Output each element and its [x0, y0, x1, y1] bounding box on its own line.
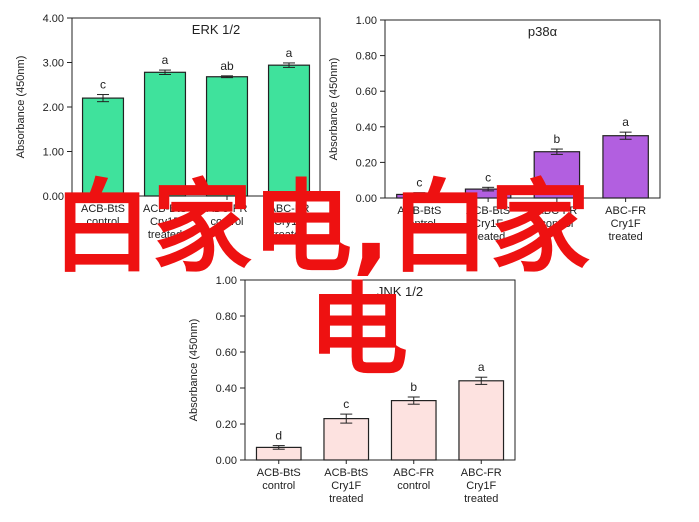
- x-tick-label: Cry1F: [473, 218, 503, 230]
- y-tick-label: 1.00: [43, 147, 64, 159]
- error-bar: [619, 131, 632, 140]
- y-tick-label: 3.00: [43, 58, 64, 70]
- error-bar: [97, 94, 109, 103]
- x-tick-label: ABC-FR: [207, 203, 248, 215]
- y-tick-label: 0.00: [43, 191, 64, 203]
- x-tick-label: treated: [609, 231, 643, 243]
- bar: [533, 151, 581, 199]
- error-bar: [221, 75, 233, 79]
- significance-letter: c: [343, 397, 349, 411]
- y-axis-label: Absorbance (450nm): [15, 56, 27, 159]
- bar: [267, 64, 311, 197]
- significance-letter: a: [478, 360, 485, 374]
- error-bar: [475, 376, 488, 385]
- x-tick-label: ABC-FR: [461, 467, 502, 479]
- x-tick-label: ABC-FR: [536, 205, 577, 217]
- y-tick-label: 0.40: [216, 383, 237, 395]
- significance-letter: d: [275, 429, 282, 443]
- bar: [390, 400, 437, 461]
- x-tick-label: ABC-FR: [605, 205, 646, 217]
- bar: [458, 380, 505, 461]
- x-tick-label: control: [86, 216, 119, 228]
- y-tick-label: 0.20: [356, 157, 377, 169]
- x-tick-label: ABC-FR: [393, 467, 434, 479]
- y-tick-label: 0.00: [356, 193, 377, 205]
- x-tick-label: control: [262, 480, 295, 492]
- y-tick-label: 0.40: [356, 122, 377, 134]
- error-bar: [159, 69, 171, 76]
- chart-title: ERK 1/2: [192, 22, 240, 37]
- bar: [143, 71, 187, 197]
- bar: [205, 76, 249, 197]
- error-bar: [482, 186, 495, 192]
- error-bar: [283, 62, 295, 68]
- x-tick-label: ACB-BtS: [324, 467, 368, 479]
- y-tick-label: 0.80: [356, 51, 377, 63]
- y-tick-label: 0.60: [356, 86, 377, 98]
- significance-letter: a: [162, 53, 169, 67]
- chart-title: JNK 1/2: [377, 284, 423, 299]
- bar: [323, 418, 370, 461]
- y-axis-label: Absorbance (450nm): [328, 58, 340, 161]
- x-tick-label: Cry1F: [611, 218, 641, 230]
- chart-title: p38α: [528, 24, 558, 39]
- significance-letter: c: [100, 78, 106, 92]
- y-axis-label: Absorbance (450nm): [188, 319, 200, 422]
- significance-letter: c: [416, 176, 422, 190]
- significance-letter: a: [622, 115, 629, 129]
- x-tick-label: treated: [471, 231, 505, 243]
- y-tick-label: 0.80: [216, 311, 237, 323]
- x-tick-label: Cry1F: [150, 216, 180, 228]
- plot-frame: [244, 279, 516, 461]
- significance-letter: b: [554, 132, 561, 146]
- x-tick-label: control: [540, 218, 573, 230]
- x-tick-label: treated: [272, 229, 306, 241]
- x-tick-label: treated: [329, 493, 363, 505]
- significance-letter: a: [286, 46, 293, 60]
- x-tick-label: ACB-BtS: [143, 203, 187, 215]
- x-tick-label: ACB-BtS: [466, 205, 510, 217]
- error-bar: [550, 148, 563, 155]
- y-tick-label: 0.20: [216, 419, 237, 431]
- x-tick-label: ACB-BtS: [81, 203, 125, 215]
- x-tick-label: treated: [464, 493, 498, 505]
- x-tick-label: control: [397, 480, 430, 492]
- error-bar: [407, 396, 420, 405]
- bar: [81, 97, 125, 197]
- y-tick-label: 0.60: [216, 347, 237, 359]
- x-tick-label: control: [403, 218, 436, 230]
- error-bar: [340, 413, 353, 424]
- x-tick-label: Cry1F: [274, 216, 304, 228]
- y-tick-label: 4.00: [43, 13, 64, 25]
- watermark-line: 白家电,白家: [52, 169, 590, 286]
- error-bar: [413, 192, 426, 197]
- x-tick-label: control: [210, 216, 243, 228]
- plot-frame: [384, 19, 661, 199]
- y-tick-label: 1.00: [216, 275, 237, 287]
- x-tick-label: Cry1F: [466, 480, 496, 492]
- x-tick-label: ACB-BtS: [257, 467, 301, 479]
- bar: [602, 135, 649, 199]
- x-tick-label: ACB-BtS: [397, 205, 441, 217]
- watermark-line: 电: [308, 272, 408, 389]
- x-tick-label: ABC-FR: [269, 203, 310, 215]
- significance-letter: b: [410, 380, 417, 394]
- y-tick-label: 0.00: [216, 455, 237, 467]
- x-tick-label: treated: [148, 229, 182, 241]
- error-bar: [272, 445, 285, 450]
- y-tick-label: 2.00: [43, 102, 64, 114]
- y-tick-label: 1.00: [356, 15, 377, 27]
- x-tick-label: Cry1F: [331, 480, 361, 492]
- significance-letter: c: [485, 170, 491, 184]
- significance-letter: ab: [220, 59, 234, 73]
